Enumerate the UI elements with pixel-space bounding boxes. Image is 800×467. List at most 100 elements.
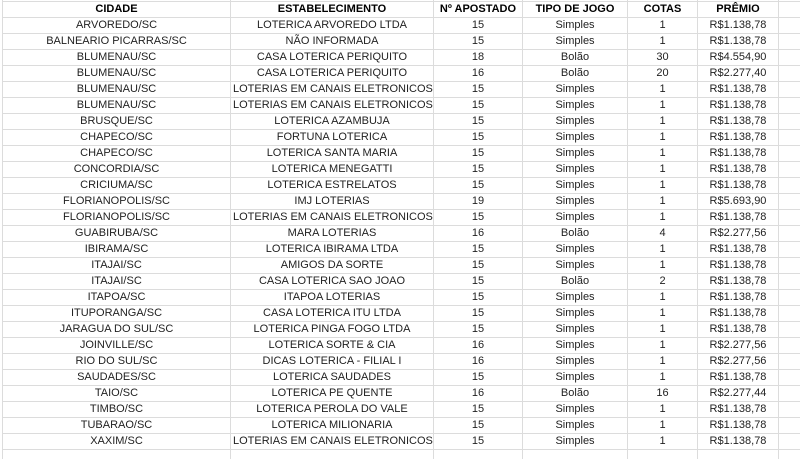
- cell-n_apostado[interactable]: 15: [433, 304, 523, 322]
- cell-estabelecimento[interactable]: LOTERICA PINGA FOGO LTDA: [230, 320, 434, 338]
- cell-premio[interactable]: R$1.138,78: [697, 320, 779, 338]
- cell-n_apostado[interactable]: 15: [433, 272, 523, 290]
- cell-estabelecimento[interactable]: FORTUNA LOTERICA: [230, 128, 434, 146]
- cell-cidade[interactable]: CHAPECO/SC: [2, 128, 231, 146]
- cell-premio[interactable]: R$1.138,78: [697, 112, 779, 130]
- header-cell-empty[interactable]: [778, 0, 800, 18]
- cell-premio[interactable]: R$1.138,78: [697, 32, 779, 50]
- cell-estabelecimento[interactable]: LOTERICA PEROLA DO VALE: [230, 400, 434, 418]
- cell-estabelecimento[interactable]: LOTERIAS EM CANAIS ELETRONICOS: [230, 96, 434, 114]
- cell-cidade[interactable]: BLUMENAU/SC: [2, 96, 231, 114]
- cell-estabelecimento[interactable]: MARA LOTERIAS: [230, 224, 434, 242]
- cell-tipo_de_jogo[interactable]: Simples: [522, 304, 628, 322]
- cell-n_apostado[interactable]: 15: [433, 32, 523, 50]
- cell-n_apostado[interactable]: 15: [433, 416, 523, 434]
- cell-tipo_de_jogo[interactable]: Simples: [522, 32, 628, 50]
- cell-tipo_de_jogo[interactable]: Bolão: [522, 272, 628, 290]
- cell-empty[interactable]: [778, 128, 800, 146]
- cell-tipo_de_jogo[interactable]: Bolão: [522, 224, 628, 242]
- cell-cidade[interactable]: BRUSQUE/SC: [2, 112, 231, 130]
- cell-premio[interactable]: R$1.138,78: [697, 144, 779, 162]
- cell-cotas[interactable]: 2: [627, 272, 698, 290]
- cell-n_apostado[interactable]: 15: [433, 240, 523, 258]
- header-cell-cotas[interactable]: COTAS: [627, 0, 698, 18]
- cell-empty[interactable]: [778, 192, 800, 210]
- cell-estabelecimento[interactable]: LOTERICA SORTE & CIA: [230, 336, 434, 354]
- cell-cidade[interactable]: FLORIANOPOLIS/SC: [2, 208, 231, 226]
- cell-n_apostado[interactable]: 15: [433, 208, 523, 226]
- cell-premio[interactable]: R$1.138,78: [697, 288, 779, 306]
- cell-cotas[interactable]: 1: [627, 320, 698, 338]
- cell-tipo_de_jogo[interactable]: Bolão: [522, 48, 628, 66]
- cell-premio[interactable]: R$4.554,90: [697, 48, 779, 66]
- cell-cotas[interactable]: 20: [627, 64, 698, 82]
- cell-tipo_de_jogo[interactable]: Simples: [522, 128, 628, 146]
- cell-premio[interactable]: R$1.138,78: [697, 96, 779, 114]
- header-cell-n_apostado[interactable]: Nº APOSTADO: [433, 0, 523, 18]
- cell-tipo_de_jogo[interactable]: Bolão: [522, 64, 628, 82]
- cell-tipo_de_jogo[interactable]: Simples: [522, 176, 628, 194]
- cell-cidade[interactable]: XAXIM/SC: [2, 432, 231, 450]
- header-cell-estabelecimento[interactable]: ESTABELECIMENTO: [230, 0, 434, 18]
- cell-tipo_de_jogo[interactable]: Bolão: [522, 384, 628, 402]
- cell-n_apostado[interactable]: 15: [433, 144, 523, 162]
- cell-cidade[interactable]: SAUDADES/SC: [2, 368, 231, 386]
- cell-cotas[interactable]: 1: [627, 352, 698, 370]
- cell-tipo_de_jogo[interactable]: Simples: [522, 240, 628, 258]
- cell-estabelecimento[interactable]: CASA LOTERICA PERIQUITO: [230, 48, 434, 66]
- cell-empty[interactable]: [778, 304, 800, 322]
- cell-tipo_de_jogo[interactable]: Simples: [522, 336, 628, 354]
- cell-cotas[interactable]: 1: [627, 432, 698, 450]
- cell-tipo_de_jogo[interactable]: Simples: [522, 208, 628, 226]
- cell-n_apostado[interactable]: 15: [433, 288, 523, 306]
- cell-empty[interactable]: [778, 224, 800, 242]
- cell-cotas[interactable]: 1: [627, 416, 698, 434]
- cell-estabelecimento[interactable]: LOTERICA PE QUENTE: [230, 384, 434, 402]
- cell-cidade[interactable]: CONCORDIA/SC: [2, 160, 231, 178]
- cell-n_apostado[interactable]: 16: [433, 336, 523, 354]
- cell-premio[interactable]: R$1.138,78: [697, 80, 779, 98]
- cell-tipo_de_jogo[interactable]: Simples: [522, 432, 628, 450]
- cell-tipo_de_jogo[interactable]: Simples: [522, 288, 628, 306]
- cell-cidade[interactable]: FLORIANOPOLIS/SC: [2, 192, 231, 210]
- cell-tipo_de_jogo[interactable]: Simples: [522, 400, 628, 418]
- cell-cidade[interactable]: ITAJAI/SC: [2, 256, 231, 274]
- cell-tipo_de_jogo[interactable]: Simples: [522, 144, 628, 162]
- cell-cotas[interactable]: 1: [627, 208, 698, 226]
- cell-empty[interactable]: [778, 336, 800, 354]
- cell-cotas[interactable]: 1: [627, 144, 698, 162]
- cell-premio[interactable]: R$2.277,56: [697, 224, 779, 242]
- header-cell-premio[interactable]: PRÊMIO: [697, 0, 779, 18]
- cell-estabelecimento[interactable]: IMJ LOTERIAS: [230, 192, 434, 210]
- cell-premio[interactable]: R$1.138,78: [697, 368, 779, 386]
- cell-empty[interactable]: [778, 288, 800, 306]
- cell-premio[interactable]: R$5.693,90: [697, 192, 779, 210]
- cell-estabelecimento[interactable]: LOTERIAS EM CANAIS ELETRONICOS: [230, 208, 434, 226]
- cell-empty[interactable]: [778, 352, 800, 370]
- cell-premio[interactable]: R$1.138,78: [697, 160, 779, 178]
- cell-cidade[interactable]: BLUMENAU/SC: [2, 64, 231, 82]
- cell-empty[interactable]: [778, 400, 800, 418]
- cell-n_apostado[interactable]: 15: [433, 320, 523, 338]
- cell-cotas[interactable]: 16: [627, 384, 698, 402]
- cell-cidade[interactable]: CHAPECO/SC: [2, 144, 231, 162]
- cell-premio[interactable]: R$1.138,78: [697, 176, 779, 194]
- cell-n_apostado[interactable]: 15: [433, 432, 523, 450]
- cell-cotas[interactable]: 1: [627, 160, 698, 178]
- cell-cotas[interactable]: 1: [627, 304, 698, 322]
- cell-estabelecimento[interactable]: LOTERIAS EM CANAIS ELETRONICOS: [230, 432, 434, 450]
- cell-n_apostado[interactable]: 15: [433, 16, 523, 34]
- cell-n_apostado[interactable]: 15: [433, 112, 523, 130]
- cell-estabelecimento[interactable]: LOTERIAS EM CANAIS ELETRONICOS: [230, 80, 434, 98]
- cell-cidade[interactable]: ITAPOA/SC: [2, 288, 231, 306]
- cell-tipo_de_jogo[interactable]: Simples: [522, 320, 628, 338]
- cell-estabelecimento[interactable]: AMIGOS DA SORTE: [230, 256, 434, 274]
- cell-estabelecimento[interactable]: LOTERICA ARVOREDO LTDA: [230, 16, 434, 34]
- cell-estabelecimento[interactable]: NÃO INFORMADA: [230, 32, 434, 50]
- cell-cotas[interactable]: 1: [627, 16, 698, 34]
- cell-n_apostado[interactable]: 19: [433, 192, 523, 210]
- cell-cotas[interactable]: 4: [627, 224, 698, 242]
- cell-cidade[interactable]: ARVOREDO/SC: [2, 16, 231, 34]
- cell-estabelecimento[interactable]: CASA LOTERICA PERIQUITO: [230, 64, 434, 82]
- cell-cotas[interactable]: 1: [627, 80, 698, 98]
